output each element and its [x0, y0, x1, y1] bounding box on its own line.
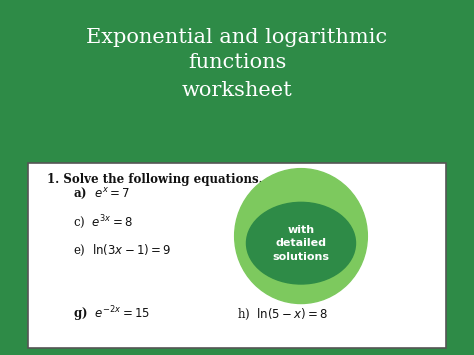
FancyBboxPatch shape — [28, 163, 446, 348]
Text: solutions: solutions — [273, 252, 329, 262]
Text: c)  $e^{3x} = 8$: c) $e^{3x} = 8$ — [73, 213, 133, 231]
Text: with: with — [287, 225, 315, 235]
Text: Exponential and logarithmic: Exponential and logarithmic — [86, 28, 388, 47]
Text: 1. Solve the following equations.: 1. Solve the following equations. — [47, 173, 263, 186]
Text: e)  $\ln(3x-1) = 9$: e) $\ln(3x-1) = 9$ — [73, 243, 172, 258]
Text: g)  $e^{-2x} = 15$: g) $e^{-2x} = 15$ — [73, 304, 151, 324]
Text: functions: functions — [188, 53, 286, 72]
Text: h)  $\ln(5-x) = 8$: h) $\ln(5-x) = 8$ — [237, 307, 328, 322]
Ellipse shape — [235, 169, 367, 304]
Text: worksheet: worksheet — [182, 81, 292, 100]
Ellipse shape — [246, 202, 356, 284]
Text: a)  $e^{x} = 7$: a) $e^{x} = 7$ — [73, 186, 131, 201]
Text: detailed: detailed — [275, 238, 327, 248]
